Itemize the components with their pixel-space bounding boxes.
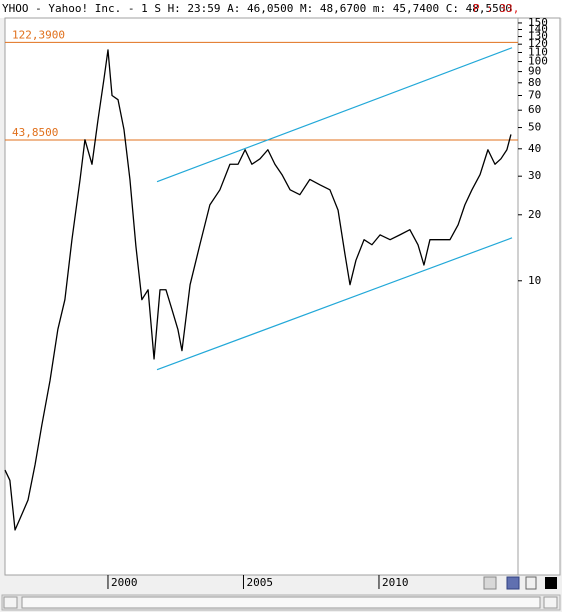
y-tick-label: 150 bbox=[528, 16, 548, 29]
trend-line bbox=[156, 47, 513, 183]
y-tick-label: 40 bbox=[528, 142, 541, 155]
trend-line bbox=[156, 237, 513, 371]
y-tick-label: 20 bbox=[528, 208, 541, 221]
x-tick-label: 2000 bbox=[111, 576, 138, 589]
y-tick-label: 80 bbox=[528, 76, 541, 89]
y-tick-label: 10 bbox=[528, 274, 541, 287]
header-text: YHOO - Yahoo! Inc. - 1 S H: 23:59 A: 46,… bbox=[2, 2, 512, 15]
y-tick-label: 70 bbox=[528, 89, 541, 102]
scroll-left[interactable] bbox=[3, 596, 18, 609]
tool-icon[interactable] bbox=[483, 576, 497, 590]
y-tick-label: 120 bbox=[528, 37, 548, 50]
y-tick-label: 60 bbox=[528, 103, 541, 116]
header-pad bbox=[521, 1, 561, 17]
y-tick-label: 100 bbox=[528, 55, 548, 68]
y-tick-label: 90 bbox=[528, 65, 541, 78]
y-tick-label: 130 bbox=[528, 30, 548, 43]
header-bar bbox=[0, 0, 562, 18]
level-label: 122,3900 bbox=[12, 28, 65, 41]
y-tick-label: 140 bbox=[528, 23, 548, 36]
y-tick-label: 30 bbox=[528, 169, 541, 182]
save-icon[interactable] bbox=[506, 576, 520, 590]
pin-icon[interactable] bbox=[525, 576, 537, 590]
level-label: 43,8500 bbox=[12, 126, 58, 139]
color-icon[interactable] bbox=[545, 577, 557, 589]
x-tick-label: 2010 bbox=[382, 576, 409, 589]
y-tick-label: 110 bbox=[528, 45, 548, 58]
scroll-thumb[interactable] bbox=[21, 596, 541, 609]
y-tick-label: 50 bbox=[528, 121, 541, 134]
x-tick-label: 2005 bbox=[246, 576, 273, 589]
y-axis-area bbox=[517, 17, 561, 576]
price-line bbox=[4, 49, 512, 531]
scroll-right[interactable] bbox=[543, 596, 558, 609]
header-alert: P : 33, bbox=[473, 2, 519, 15]
plot-area bbox=[4, 17, 519, 576]
